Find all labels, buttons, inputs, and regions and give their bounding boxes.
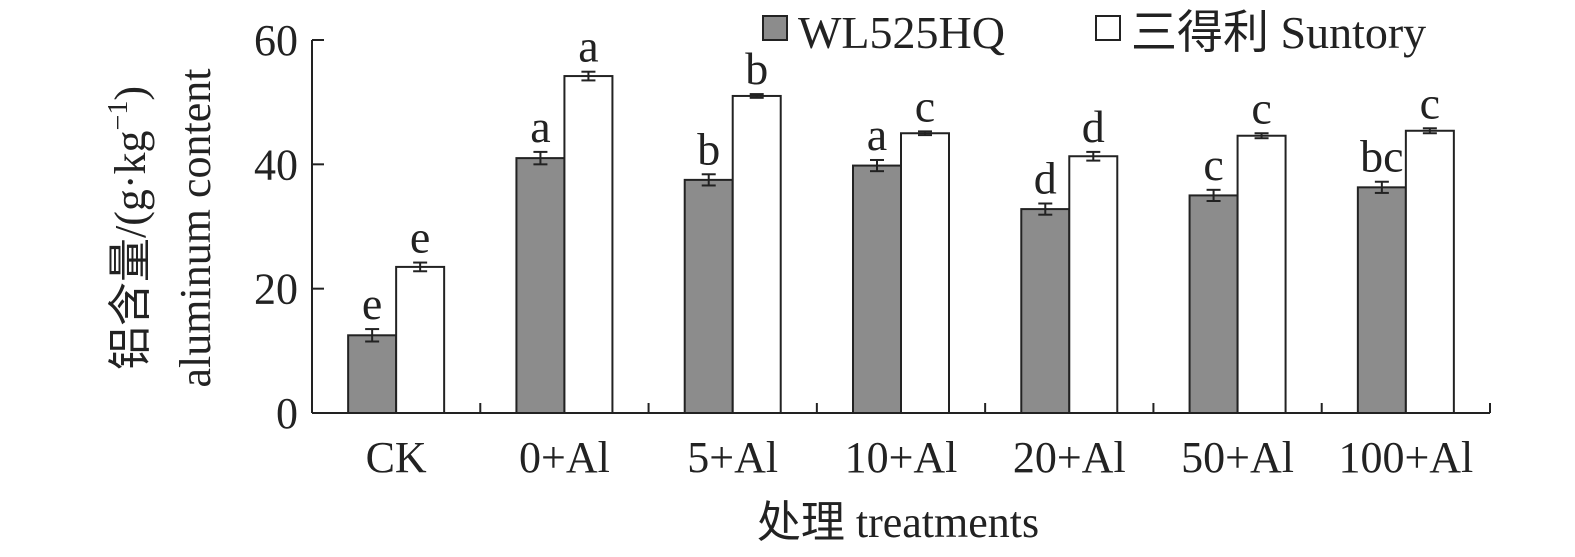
y-axis-ticks: 0 20 40 60 xyxy=(254,16,324,438)
significance-letter: a xyxy=(867,109,887,160)
x-axis-ticks: CK 0+Al 5+Al 10+Al 20+Al 50+Al 100+Al xyxy=(311,403,1491,482)
bars-layer xyxy=(347,75,1455,414)
legend: WL525HQ 三得利 Suntory xyxy=(762,7,1426,58)
significance-letter: bc xyxy=(1360,131,1403,182)
x-category-label: CK xyxy=(366,433,427,482)
bar-suntory xyxy=(731,94,782,414)
bar-wl525hq xyxy=(515,157,566,414)
bar-suntory xyxy=(563,75,614,414)
error-bars-layer xyxy=(365,70,1437,343)
legend-label-suntory: 三得利 Suntory xyxy=(1131,7,1426,58)
x-category-label: 50+Al xyxy=(1181,433,1294,482)
significance-letter: d xyxy=(1034,152,1057,203)
legend-swatch-wl525hq xyxy=(762,15,788,41)
significance-letter: d xyxy=(1082,101,1105,152)
significance-letter: c xyxy=(915,80,935,131)
significance-letter: b xyxy=(697,123,720,174)
bar-wl525hq xyxy=(683,178,734,414)
significance-letter: e xyxy=(410,212,430,263)
bar-suntory xyxy=(900,132,950,414)
significance-letter: c xyxy=(1203,139,1223,190)
x-axis-title: 处理 treatments xyxy=(757,498,1039,547)
significance-letter: e xyxy=(362,278,382,329)
y-axis-title-close: ) xyxy=(106,86,155,101)
significance-letter: a xyxy=(578,21,598,72)
significance-letter: c xyxy=(1420,77,1440,128)
bar-suntory xyxy=(1404,129,1455,414)
bar-wl525hq xyxy=(852,164,902,414)
y-tick-label: 40 xyxy=(254,140,298,189)
significance-letter: a xyxy=(530,101,550,152)
bar-wl525hq xyxy=(347,334,398,414)
bar-suntory xyxy=(1068,155,1119,414)
x-category-label: 20+Al xyxy=(1013,433,1126,482)
x-category-label: 10+Al xyxy=(845,433,958,482)
y-axis-title-chinese: 铝含量/(g·kg−1) xyxy=(103,86,155,370)
significance-letter: b xyxy=(745,43,768,94)
bar-suntory xyxy=(395,265,446,414)
y-tick-label: 20 xyxy=(254,265,298,314)
y-tick-label: 60 xyxy=(254,16,298,65)
x-category-label: 5+Al xyxy=(687,433,778,482)
legend-swatch-suntory xyxy=(1095,15,1121,41)
y-axis-title-main: 铝含量/(g·kg xyxy=(106,130,155,370)
bar-wl525hq xyxy=(1356,186,1407,414)
y-axis-title-superscript: −1 xyxy=(103,101,134,131)
y-axis-title-english: aluminum content xyxy=(171,69,220,388)
bar-suntory xyxy=(1236,134,1287,414)
legend-label-wl525hq: WL525HQ xyxy=(798,7,1005,58)
x-category-label: 0+Al xyxy=(519,433,610,482)
y-tick-label: 0 xyxy=(276,389,298,438)
significance-letter: c xyxy=(1251,82,1271,133)
bar-wl525hq xyxy=(1188,194,1239,414)
x-category-label: 100+Al xyxy=(1338,433,1473,482)
bar-wl525hq xyxy=(1020,208,1071,414)
